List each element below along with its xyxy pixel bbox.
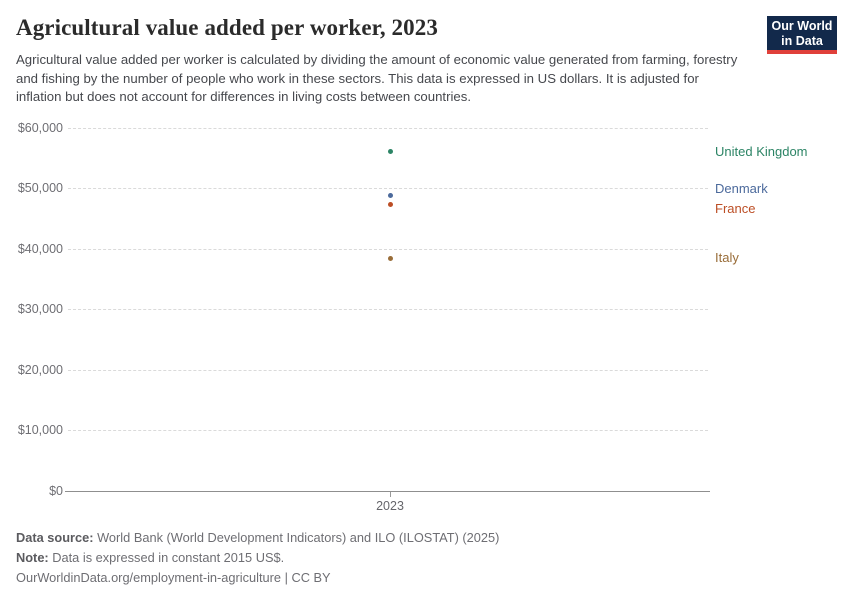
y-axis-tick-label: $60,000 [17,120,63,135]
series-label-italy[interactable]: Italy [715,250,739,266]
gridline-40000 [68,248,708,250]
data-point-denmark[interactable] [388,192,393,198]
data-source-text: World Bank (World Development Indicators… [93,530,500,545]
chart-subtitle: Agricultural value added per worker is c… [16,52,738,104]
data-point-united-kingdom[interactable] [388,149,393,155]
owid-logo-text: Our World in Data [767,16,837,50]
gridline-50000 [68,188,708,190]
series-label-denmark[interactable]: Denmark [715,181,768,197]
x-axis-tick [390,492,391,497]
gridline-30000 [68,309,708,311]
data-source-label: Data source: [16,530,94,545]
y-axis-tick-label: $50,000 [17,181,63,196]
canonical-url-line[interactable]: OurWorldinData.org/employment-in-agricul… [16,570,331,585]
data-point-france[interactable] [388,201,393,207]
gridline-20000 [68,369,708,371]
note-text: Data is expressed in constant 2015 US$. [48,550,285,565]
owid-logo[interactable]: Our World in Data [767,16,837,54]
x-axis-tick-label: 2023 [376,499,404,513]
y-axis-tick-label: $0 [49,484,63,498]
series-label-france[interactable]: France [715,201,756,217]
y-axis-tick-label: $30,000 [17,302,63,317]
owid-logo-accent-bar [767,50,837,54]
note-label: Note: [16,550,49,565]
page-title: Agricultural value added per worker, 202… [16,15,438,40]
note-line: Note: Data is expressed in constant 2015… [16,548,499,568]
chart-footer: Data source: World Bank (World Developme… [16,528,499,588]
gridline-10000 [68,430,708,432]
gridline-60000 [68,127,708,129]
data-point-italy[interactable] [388,255,393,261]
series-label-united-kingdom[interactable]: United Kingdom [715,143,808,159]
x-axis-line [65,491,710,492]
y-axis-tick-label: $40,000 [17,241,63,256]
y-axis-tick-label: $10,000 [17,423,63,438]
y-axis-tick-label: $20,000 [17,362,63,377]
data-source-line[interactable]: Data source: World Bank (World Developme… [16,528,499,548]
